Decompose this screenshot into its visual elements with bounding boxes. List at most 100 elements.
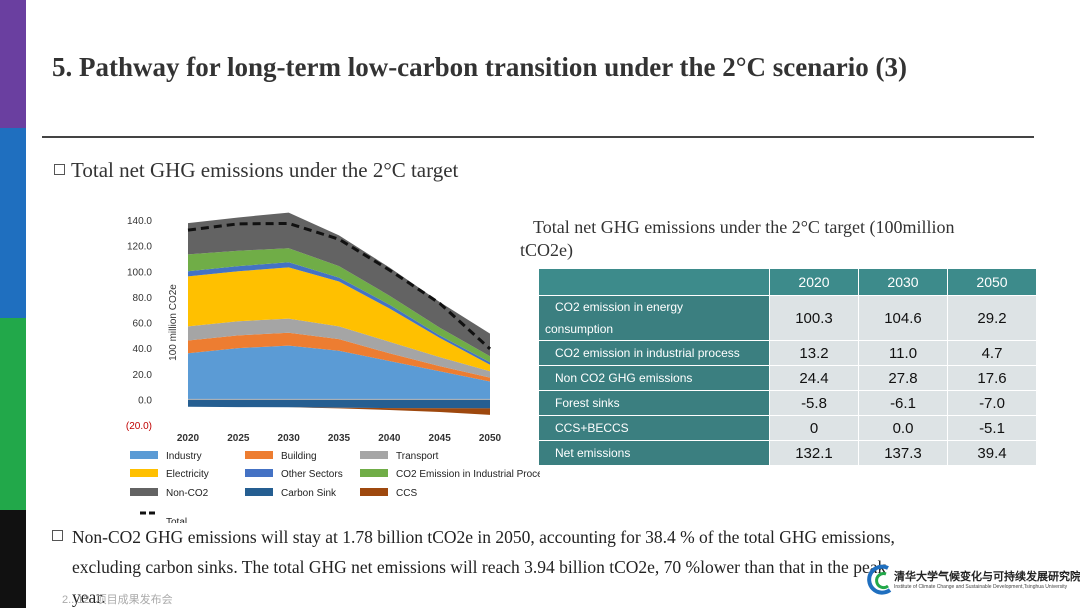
legend-swatch [245, 451, 273, 459]
cell: 17.6 [947, 365, 1036, 391]
area-co2-emission-in-industrial-process [188, 248, 490, 363]
section-subheading: Total net GHG emissions under the 2°C ta… [54, 158, 458, 183]
x-tick-label: 2030 [278, 433, 301, 444]
cell: 137.3 [858, 440, 948, 465]
chart-legend: Industry Building Transport Electricity Othe… [130, 451, 540, 523]
stacked-areas [187, 212, 492, 415]
footer-caption: 2...12. 项目成果发布会 [62, 594, 173, 606]
table-title-line-2: tCO2e) [520, 240, 573, 260]
side-bar-purple [0, 0, 26, 128]
area-carbon-sink [188, 399, 490, 409]
side-bar-blue [0, 128, 26, 318]
row-label: Forest sinks [539, 390, 770, 416]
legend-swatch [245, 488, 273, 496]
legend-label: Other Sectors [281, 469, 343, 480]
legend-label: Carbon Sink [281, 488, 337, 499]
y-tick-label: 100.0 [127, 267, 152, 278]
x-tick-label: 2040 [378, 433, 401, 444]
table-row: Forest sinks -5.8 -6.1 -7.0 [539, 390, 1036, 416]
institute-logo: 清华大学气候变化与可持续发展研究院 Institute of Climate C… [866, 560, 1080, 600]
legend-swatch [360, 451, 388, 459]
cell: 24.4 [769, 365, 859, 391]
slide-title: 5. Pathway for long-term low-carbon tran… [52, 52, 907, 82]
legend-swatch [360, 488, 388, 496]
y-axis-label-group: 100 million CO2e [168, 284, 179, 361]
table-row: Non CO2 GHG emissions 24.4 27.8 17.6 [539, 365, 1036, 391]
x-tick-label: 2025 [227, 433, 250, 444]
table-header-2030: 2030 [858, 269, 948, 296]
summary-line-1: Non-CO2 GHG emissions will stay at 1.78 … [52, 522, 1052, 552]
institute-emblem-icon [867, 564, 892, 595]
y-axis-label: 100 million CO2e [168, 284, 179, 361]
y-tick-label: 140.0 [127, 216, 152, 227]
cell: 13.2 [769, 340, 859, 366]
y-tick-label: 60.0 [133, 319, 153, 330]
area-industry [188, 345, 490, 400]
table-title: Total net GHG emissions under the 2°C ta… [520, 216, 1020, 262]
row-label-line-1: CO2 emission in energy [555, 300, 684, 314]
table-title-line-1: Total net GHG emissions under the 2°C ta… [533, 217, 955, 237]
legend-label: Transport [396, 451, 439, 462]
legend-swatch [130, 469, 158, 477]
legend-label: CCS [396, 488, 417, 499]
cell: 11.0 [858, 340, 948, 366]
logo-name: 清华大学气候变化与可持续发展研究院 [894, 571, 1080, 583]
x-tick-label: 2020 [177, 433, 200, 444]
legend-label: Non-CO2 [166, 488, 209, 499]
area-building [188, 332, 490, 382]
emissions-area-chart: (20.0) 0.0 20.0 40.0 60.0 80.0 100.0 120.0 140.0… [126, 212, 540, 523]
legend-swatch [130, 488, 158, 496]
cell: 104.6 [858, 295, 948, 341]
row-label: CCS+BECCS [539, 415, 770, 441]
cell: -5.8 [769, 390, 859, 416]
y-tick-label: 20.0 [133, 370, 153, 381]
y-tick-label: 80.0 [133, 293, 153, 304]
x-tick-label: 2035 [328, 433, 351, 444]
legend-swatch [130, 451, 158, 459]
x-tick-label: 2050 [479, 433, 502, 444]
cell: -7.0 [947, 390, 1036, 416]
cell: 4.7 [947, 340, 1036, 366]
row-label: CO2 emission in energy consumption [539, 295, 770, 341]
total-line [187, 221, 492, 351]
table-header-2020: 2020 [769, 269, 859, 296]
legend-swatch [245, 469, 273, 477]
legend-swatch [360, 469, 388, 477]
table-row: Net emissions 132.1 137.3 39.4 [539, 440, 1036, 465]
summary-line-2: excluding carbon sinks. The total GHG ne… [72, 557, 887, 577]
title-divider [42, 136, 1034, 138]
summary-line-3: year. [72, 587, 106, 607]
cell: 29.2 [947, 295, 1036, 341]
legend-label: Total [166, 517, 187, 523]
emissions-table: 2020 2030 2050 CO2 emission in energy con… [539, 269, 1036, 465]
y-tick-label: 120.0 [127, 242, 152, 253]
area-other-sectors [188, 262, 490, 365]
x-tick-label: 2045 [429, 433, 452, 444]
table-header-blank [539, 269, 770, 296]
row-label-line-2: consumption [545, 322, 614, 336]
row-label: Net emissions [539, 440, 770, 465]
y-tick-label: 40.0 [133, 344, 153, 355]
table-row: CO2 emission in industrial process 13.2 … [539, 340, 1036, 366]
area-non-co2 [188, 212, 490, 357]
area-ccs [188, 406, 490, 415]
logo-subtitle: Institute of Climate Change and Sustaina… [894, 584, 1068, 590]
legend-label: Electricity [166, 469, 209, 480]
area-electricity [188, 267, 490, 372]
cell: 132.1 [769, 440, 859, 465]
cell: 39.4 [947, 440, 1036, 465]
square-bullet-icon [54, 164, 65, 175]
side-bar-green [0, 318, 26, 510]
side-bar-black [0, 510, 26, 608]
cell: 0.0 [858, 415, 948, 441]
cell: -6.1 [858, 390, 948, 416]
y-axis: (20.0) 0.0 20.0 40.0 60.0 80.0 100.0 120.0 140.0 [126, 216, 153, 432]
y-tick-label: (20.0) [126, 421, 152, 432]
table-header-row: 2020 2030 2050 [539, 269, 1036, 296]
cell: 27.8 [858, 365, 948, 391]
legend-label: CO2 Emission in Industrial Process [396, 469, 540, 480]
square-bullet-icon [52, 530, 63, 541]
x-axis: 2020 2025 2030 2035 2040 2045 2050 [177, 433, 502, 444]
cell: -5.1 [947, 415, 1036, 441]
summary-line-1-text: Non-CO2 GHG emissions will stay at 1.78 … [72, 527, 895, 547]
